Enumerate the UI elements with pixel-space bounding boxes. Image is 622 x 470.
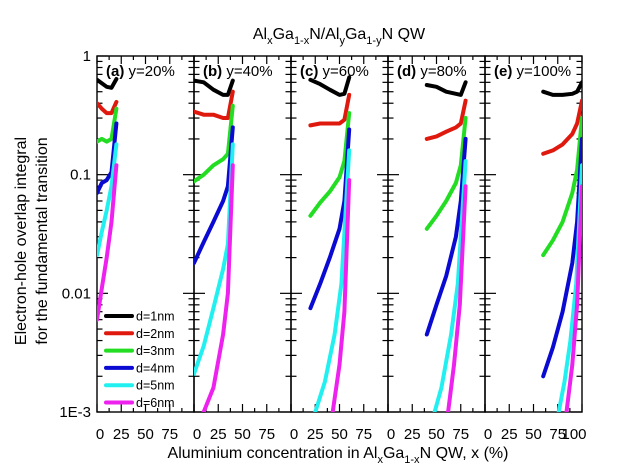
curve-d-6nm [446, 184, 468, 412]
panel-frame [387, 55, 486, 413]
curve-d-1nm [97, 77, 119, 90]
x-tick-label: 50 [428, 426, 445, 443]
legend-label: d=4nm [136, 361, 175, 375]
legend-label: d=2nm [136, 327, 175, 341]
x-tick-label: 75 [355, 426, 372, 443]
x-tick-label: 100 [561, 426, 586, 443]
curve-d-3nm [541, 116, 582, 258]
x-tick-label: 0 [484, 426, 492, 443]
panel-c: 0 25 50 75 (c) y=60% [290, 55, 389, 443]
panel-d: 0 25 50 75 (d) y=80% [387, 55, 486, 443]
curve-d-1nm [541, 80, 582, 97]
curve-d-5nm [97, 142, 119, 258]
x-tick-label: 25 [307, 426, 324, 443]
x-tick-label: 75 [549, 426, 566, 443]
curve-d-1nm [194, 78, 235, 97]
y-axis-label-line-2: for the fundamental transition [34, 137, 51, 344]
curve-d-6nm [201, 163, 235, 412]
curve-d-1nm [308, 75, 352, 97]
x-tick-label: 75 [258, 426, 275, 443]
panel-label: (a) y=20% [106, 63, 175, 80]
x-tick-label: 0 [193, 426, 201, 443]
curve-d-6nm [564, 184, 582, 412]
panel-label: (b) y=40% [203, 63, 273, 80]
x-tick-label: 75 [452, 426, 469, 443]
curve-d-4nm [194, 125, 235, 265]
curve-d-2nm [97, 99, 119, 116]
x-tick-label: 50 [137, 426, 154, 443]
panel-label: (c) y=60% [300, 63, 369, 80]
legend-label: d=6nm [136, 396, 175, 410]
curve-d-5nm [313, 148, 352, 412]
panel-label: (d) y=80% [397, 63, 467, 80]
curve-d-3nm [194, 103, 235, 184]
curve-d-2nm [541, 98, 582, 156]
chart-title: AlxGa1-xN/AlyGa1-yN QW [253, 26, 426, 47]
y-axis-label-line-1: Electron-hole overlap integral [13, 137, 30, 345]
legend-label: d=5nm [136, 379, 175, 393]
x-tick-label: 50 [331, 426, 348, 443]
curve-d-6nm [97, 163, 119, 322]
x-tick-label: 25 [113, 426, 130, 443]
curve-d-5nm [432, 159, 468, 412]
panel-a: 0 25 50 75 (a) y=20% [96, 55, 195, 443]
curve-d-3nm [97, 106, 119, 144]
x-tick-label: 50 [234, 426, 251, 443]
y-tick-labels: 1 0.1 0.01 1E-3 [59, 48, 91, 421]
x-tick-label: 25 [210, 426, 227, 443]
legend: d=1nm d=2nm d=3nm d=4nm d=5nm d=6nm [104, 310, 175, 410]
x-tick-label: 50 [525, 426, 542, 443]
x-axis-label: Aluminium concentration in AlxGa1-xN QW,… [168, 445, 509, 466]
curve-d-4nm [424, 136, 468, 337]
x-tick-label: 0 [290, 426, 298, 443]
x-tick-label: 0 [96, 426, 104, 443]
x-tick-label: 0 [387, 426, 395, 443]
curve-d-3nm [424, 116, 468, 231]
curve-d-1nm [424, 80, 468, 97]
curve-d-3nm [308, 111, 352, 218]
x-tick-label: 25 [501, 426, 518, 443]
legend-label: d=1nm [136, 310, 175, 324]
y-tick-label: 0.1 [70, 167, 91, 184]
legend-label: d=3nm [136, 344, 175, 358]
curve-d-2nm [424, 98, 468, 141]
x-tick-label: 75 [161, 426, 178, 443]
panel-b: 0 25 50 75 (b) y=40% [193, 55, 292, 443]
curve-d-2nm [308, 92, 352, 128]
curve-d-2nm [194, 89, 235, 120]
panel-label: (e) y=100% [494, 63, 571, 80]
y-tick-label: 1E-3 [59, 404, 91, 421]
x-tick-label: 25 [404, 426, 421, 443]
curve-d-6nm [330, 178, 352, 412]
y-tick-label: 1 [83, 48, 91, 65]
y-tick-label: 0.01 [62, 285, 91, 302]
